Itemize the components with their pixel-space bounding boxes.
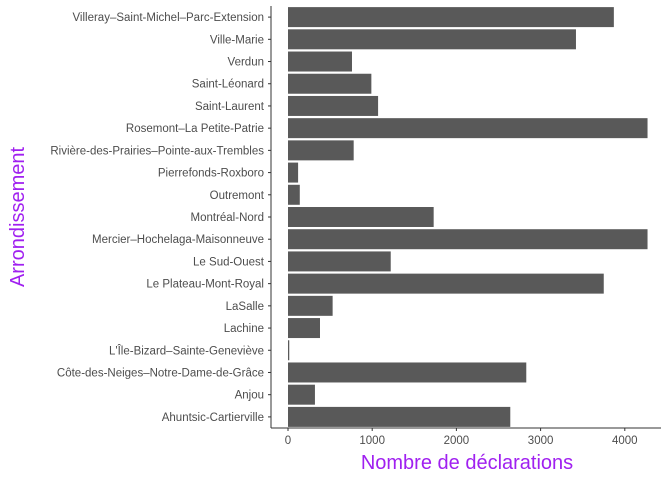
category-label: Villeray–Saint-Michel–Parc-Extension (72, 12, 264, 24)
x-tick-label: 0 (285, 435, 291, 447)
category-labels: Villeray–Saint-Michel–Parc-Extension Vill… (50, 12, 264, 424)
bar (288, 406, 511, 427)
bar (288, 140, 354, 161)
category-label: Ahuntsic-Cartierville (162, 412, 264, 424)
bar (288, 51, 352, 72)
x-tick-label: 1000 (359, 435, 385, 447)
category-label: Anjou (235, 390, 264, 402)
category-label: Saint-Léonard (192, 79, 264, 91)
x-axis-ticks: 0 1000 2000 3000 4000 (285, 428, 638, 447)
bar (288, 207, 434, 227)
bar (288, 318, 320, 339)
category-label: LaSalle (226, 301, 264, 313)
x-axis-title: Nombre de déclarations (361, 452, 573, 474)
bars-group (288, 7, 648, 427)
category-label: Rosemont–La Petite-Patrie (126, 123, 264, 135)
bar (288, 384, 315, 405)
category-label: Le Plateau-Mont-Royal (146, 279, 264, 291)
y-axis-title: Arrondissement (7, 147, 29, 288)
x-tick-label: 2000 (444, 435, 470, 447)
category-label: Ville-Marie (210, 34, 264, 46)
bar (288, 251, 391, 272)
bar (288, 7, 614, 28)
bar (288, 362, 527, 383)
category-label: Montréal-Nord (191, 212, 265, 224)
category-label: Le Sud-Ouest (193, 256, 265, 268)
category-label: Côte-des-Neiges–Notre-Dame-de-Grâce (57, 367, 264, 379)
category-label: L'Île-Bizard–Sainte-Geneviève (109, 344, 264, 357)
category-label: Lachine (224, 323, 264, 335)
bar (288, 229, 648, 250)
bar (288, 95, 379, 116)
bar (288, 73, 372, 94)
bar (288, 340, 290, 361)
bar (288, 29, 576, 50)
x-tick-label: 3000 (528, 435, 554, 447)
category-label: Mercier–Hochelaga-Maisonneuve (92, 234, 264, 246)
category-label: Rivière-des-Prairies–Pointe-aux-Trembles (50, 145, 264, 157)
bar (288, 184, 300, 205)
category-label: Pierrefonds-Roxboro (158, 168, 264, 180)
bar (288, 273, 604, 294)
bar (288, 118, 648, 139)
category-label: Verdun (228, 57, 264, 69)
bar (288, 162, 299, 183)
bar (288, 295, 333, 316)
x-tick-label: 4000 (612, 435, 638, 447)
category-label: Saint-Laurent (195, 101, 265, 113)
category-label: Outremont (210, 190, 265, 202)
